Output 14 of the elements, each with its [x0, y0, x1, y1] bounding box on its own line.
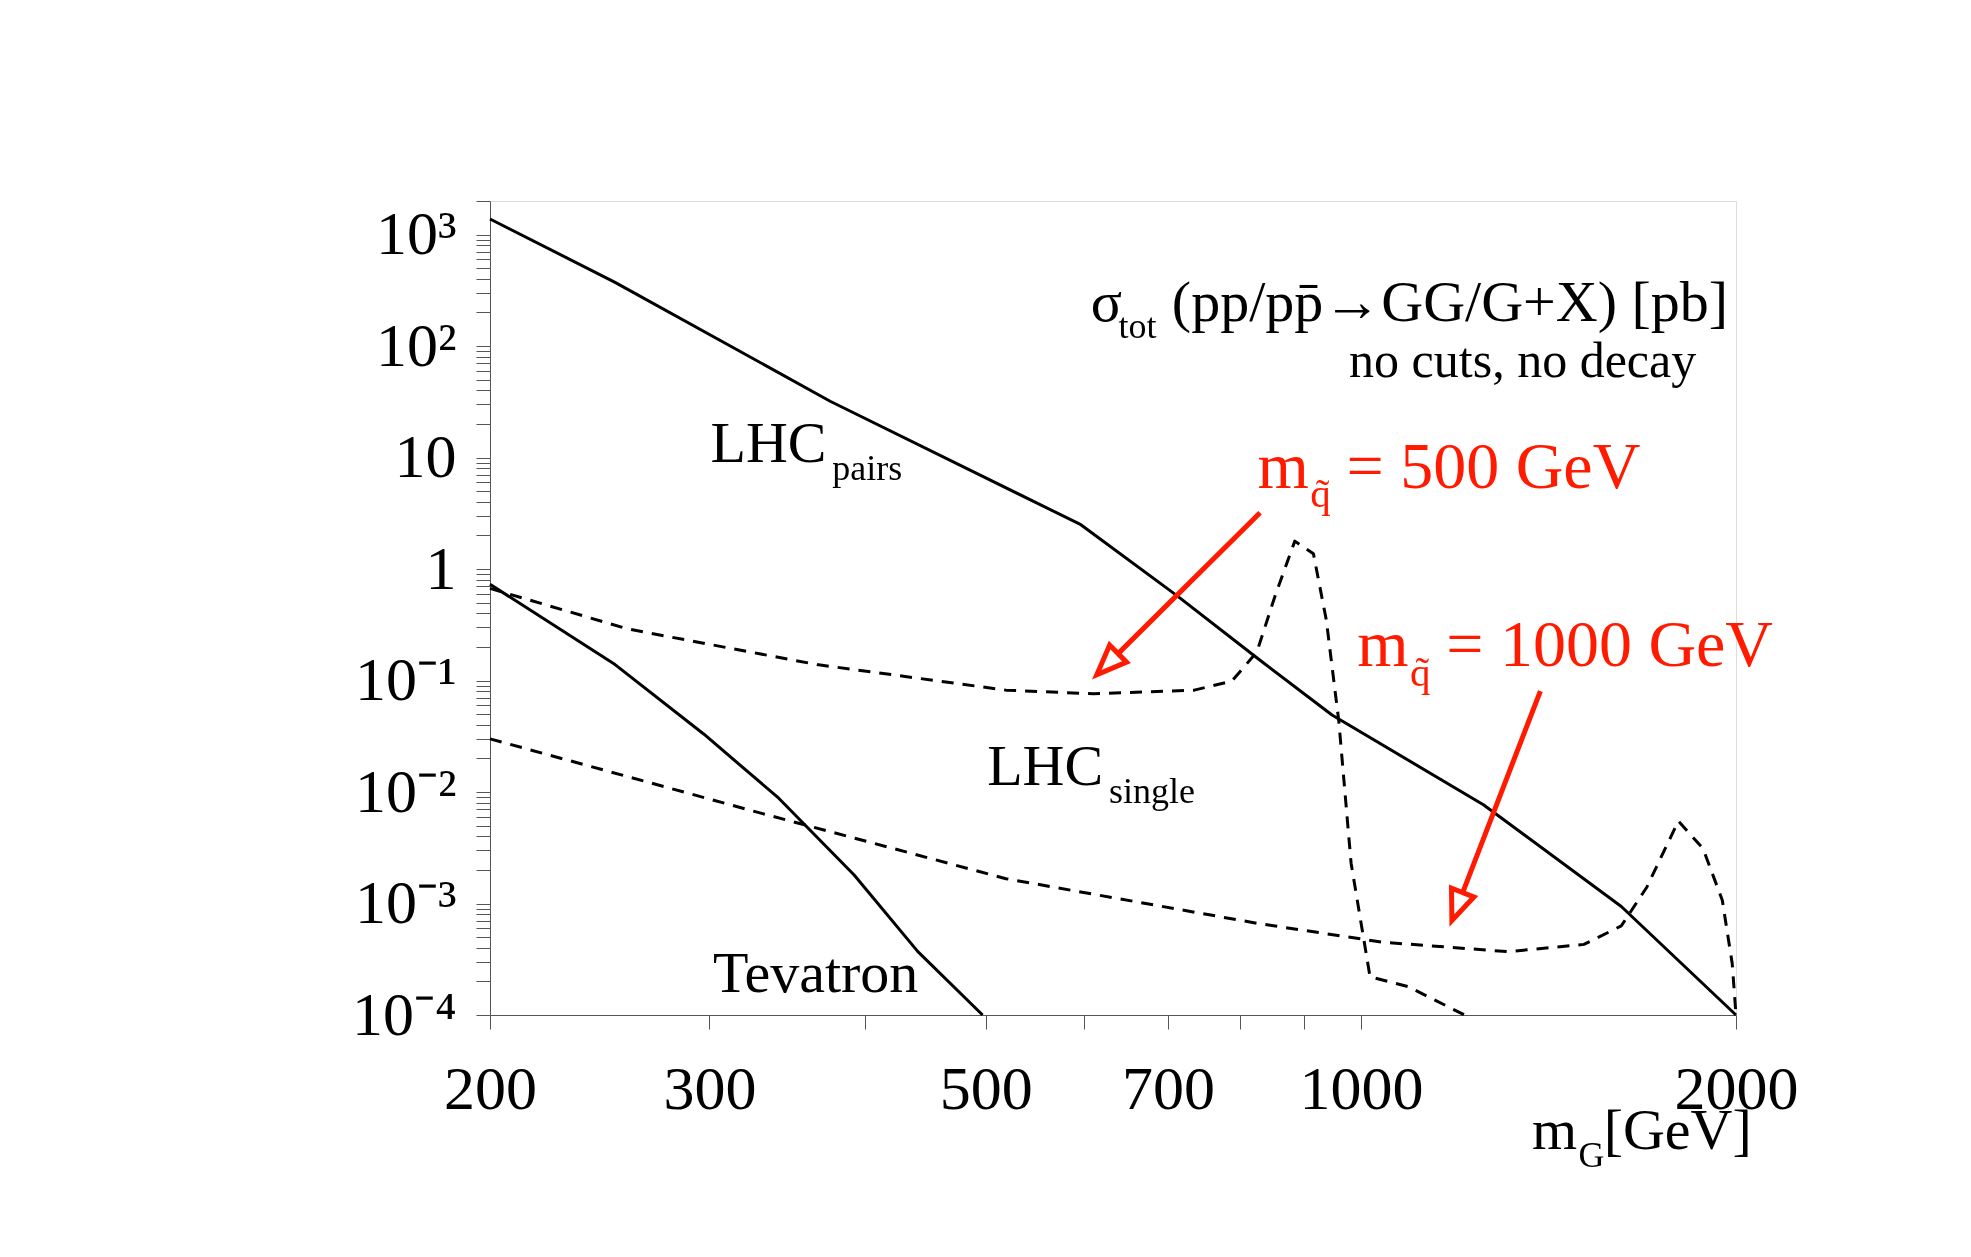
y-tick-label: 1	[425, 533, 457, 602]
y-tick-label: 10⁻¹	[354, 645, 457, 714]
y-tick-label: 10	[394, 422, 457, 491]
x-tick-label: 500	[939, 1053, 1033, 1122]
x-tick-label: 200	[444, 1053, 537, 1122]
y-tick-label: 10²	[375, 310, 457, 379]
y-tick-label: 10⁻²	[354, 756, 457, 825]
x-tick-label: 700	[1121, 1053, 1215, 1122]
series-label: Tevatron	[713, 940, 919, 1006]
x-tick-label: 1000	[1299, 1053, 1424, 1122]
y-tick-label: 10⁻⁴	[351, 979, 457, 1048]
x-tick-label: 300	[663, 1053, 757, 1122]
y-tick-label: 10³	[375, 199, 457, 268]
y-tick-label: 10⁻³	[354, 868, 457, 937]
